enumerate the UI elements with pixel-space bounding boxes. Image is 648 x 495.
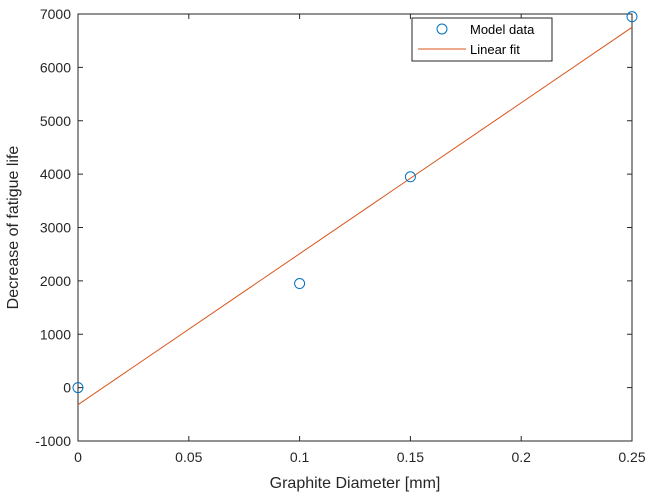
y-tick-label: 2000	[40, 273, 71, 289]
y-tick-label: 1000	[40, 326, 71, 342]
legend-marker-model-data	[436, 23, 448, 35]
legend-entry-label: Model data	[470, 22, 535, 37]
x-tick-label: 0.15	[397, 449, 424, 465]
data-point	[294, 278, 306, 290]
x-tick-label: 0.1	[290, 449, 310, 465]
y-tick-label: 0	[63, 380, 71, 396]
x-axis-ticks: 0 0.05 0.1 0.15 0.2 0.25	[74, 14, 646, 465]
linear-fit-line	[77, 26, 633, 406]
y-tick-label: 7000	[40, 6, 71, 22]
y-axis-label: Decrease of fatigue life	[5, 146, 22, 310]
x-tick-label: 0	[74, 449, 82, 465]
series-layer	[72, 11, 638, 406]
x-axis-label: Graphite Diameter [mm]	[270, 475, 441, 492]
legend-box	[411, 17, 553, 62]
x-tick-label: 0.2	[511, 449, 531, 465]
y-axis-ticks: -1000 0 1000 2000 3000 4000 5000 6000 7000	[35, 6, 632, 449]
y-tick-label: 4000	[40, 166, 71, 182]
x-tick-label: 0.05	[175, 449, 202, 465]
legend-entry-label: Linear fit	[470, 42, 520, 57]
legend: Model data Linear fit	[411, 17, 553, 62]
y-tick-label: 3000	[40, 220, 71, 236]
y-tick-label: 6000	[40, 59, 71, 75]
data-point	[72, 382, 84, 394]
x-tick-label: 0.25	[618, 449, 645, 465]
y-tick-label: -1000	[35, 433, 71, 449]
y-tick-label: 5000	[40, 113, 71, 129]
data-point	[404, 171, 416, 183]
data-point	[626, 11, 638, 23]
